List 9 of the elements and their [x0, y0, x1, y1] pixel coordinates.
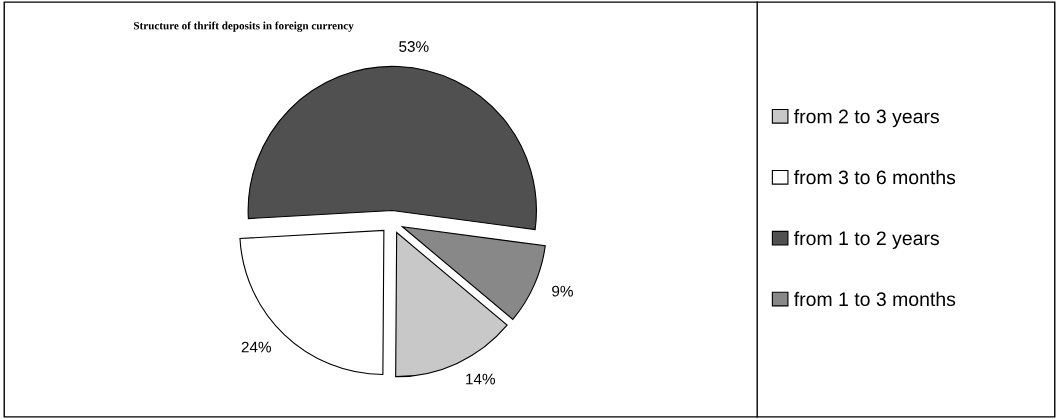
legend-label: from 3 to 6 months	[794, 169, 956, 185]
data-label: 14%	[466, 373, 496, 385]
legend-label: from 2 to 3 years	[794, 109, 939, 128]
chart-title: Structure of thrift deposits in foreign currency	[133, 21, 354, 32]
data-label: 24%	[241, 341, 272, 353]
data-label: 53%	[399, 41, 429, 52]
legend-label: from 1 to 2 years	[794, 230, 939, 250]
legend-label: from 1 to 3 months	[794, 291, 956, 307]
data-label: 9%	[552, 285, 573, 297]
